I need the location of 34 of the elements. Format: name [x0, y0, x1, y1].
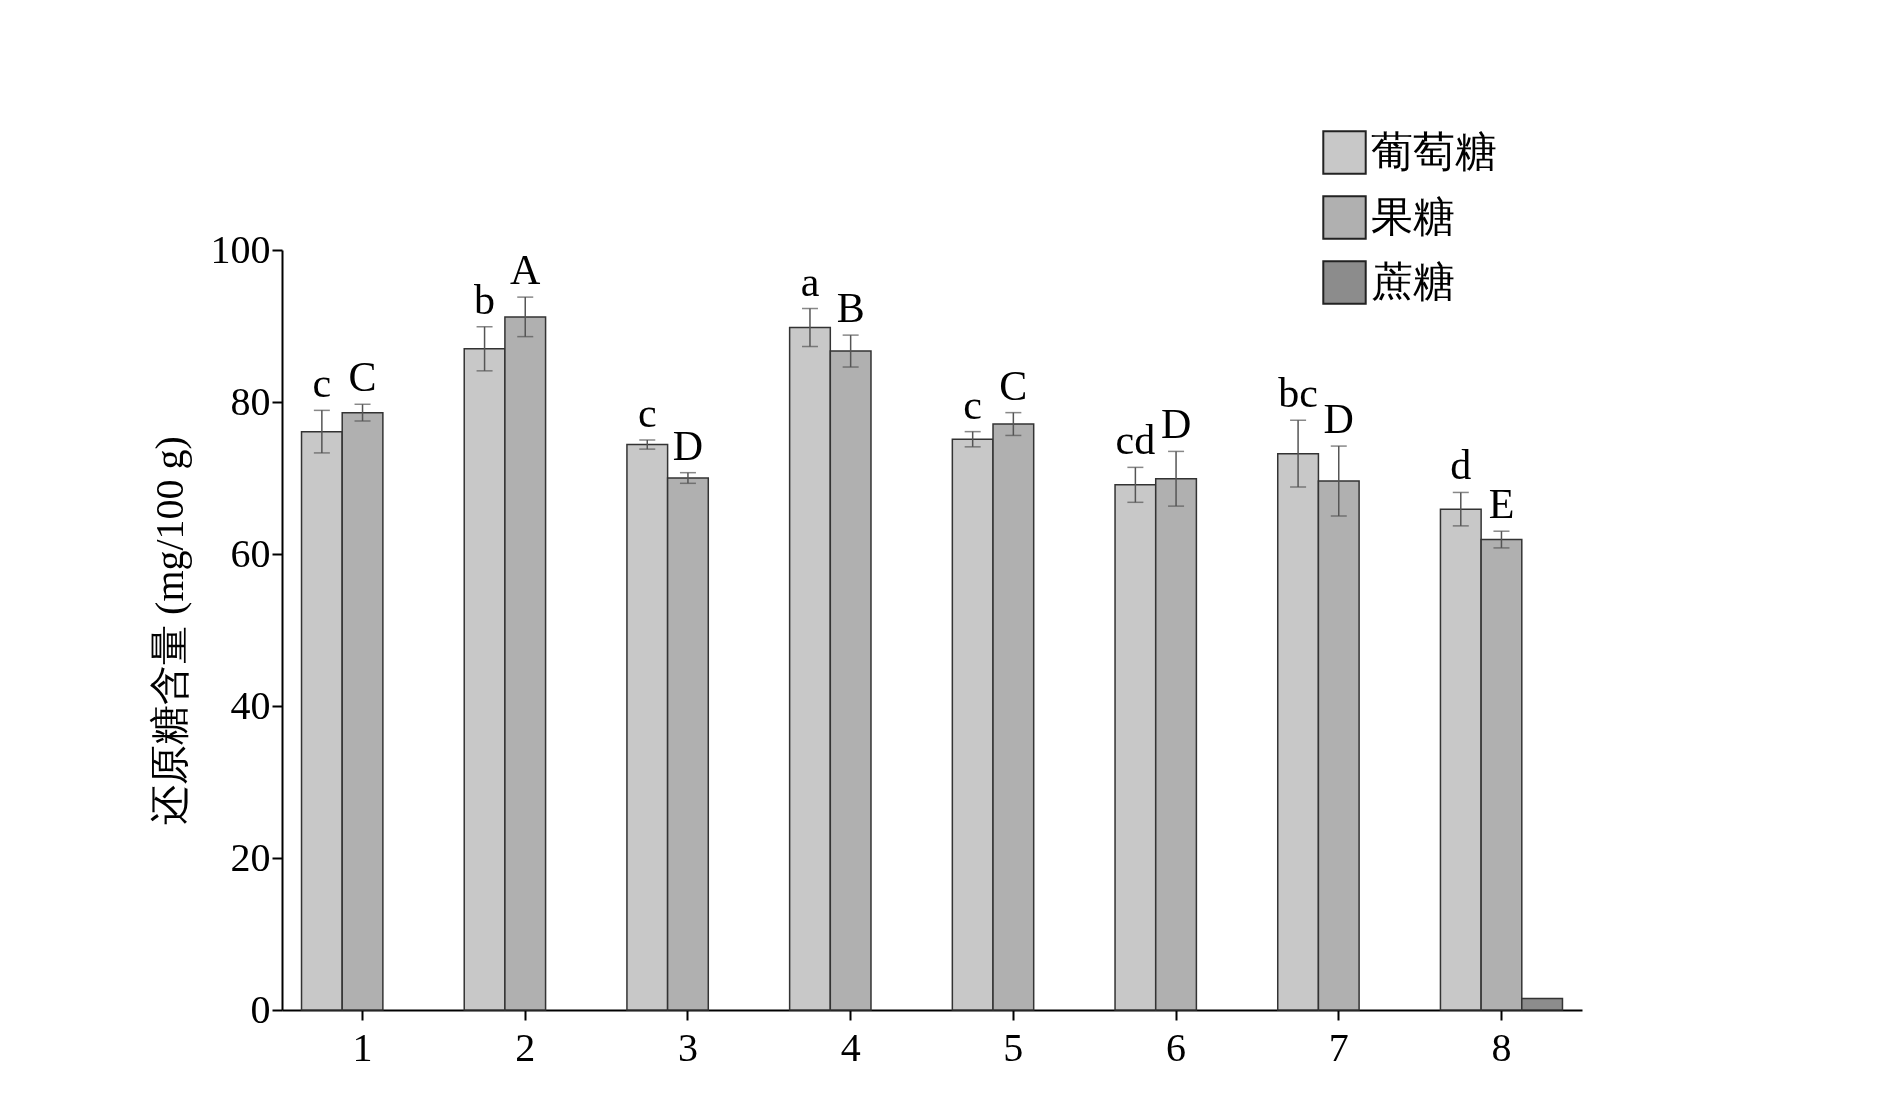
annotation: c [963, 381, 982, 428]
y-tick-label: 20 [230, 834, 271, 880]
y-tick-label: 0 [250, 986, 271, 1032]
annotation: bc [1278, 370, 1318, 417]
annotation: D [672, 422, 704, 469]
y-axis-title: 还原糖含量 (mg/100 g) [146, 436, 192, 825]
x-tick-label: 2 [515, 1024, 536, 1070]
annotation: cd [1115, 417, 1156, 464]
annotation: E [1488, 481, 1515, 528]
annotation: C [999, 362, 1028, 409]
legend-label: 果糖 [1371, 193, 1455, 240]
x-tick-label: 3 [677, 1024, 698, 1070]
annotation: b [474, 276, 496, 323]
x-tick-label: 5 [1003, 1024, 1024, 1070]
x-tick-label: 6 [1166, 1024, 1187, 1070]
x-tick-label: 1 [352, 1024, 373, 1070]
annotation: B [836, 285, 865, 332]
annotation: c [312, 360, 332, 407]
y-tick-label: 40 [230, 682, 271, 728]
legend-label: 葡萄糖 [1371, 128, 1497, 175]
x-tick-label: 8 [1491, 1024, 1512, 1070]
annotation: A [510, 247, 542, 294]
legend-label: 蔗糖 [1371, 258, 1455, 305]
y-tick-label: 60 [230, 530, 271, 576]
annotation: c [637, 390, 657, 436]
y-tick-label: 80 [230, 378, 271, 424]
annotation: a [800, 258, 820, 305]
annotation: D [1160, 401, 1192, 448]
x-tick-label: 7 [1328, 1024, 1349, 1070]
y-tick-label: 100 [210, 226, 271, 272]
x-tick-label: 4 [840, 1024, 861, 1070]
annotation: C [348, 354, 377, 401]
annotation: D [1323, 396, 1354, 443]
annotation: d [1450, 442, 1472, 489]
